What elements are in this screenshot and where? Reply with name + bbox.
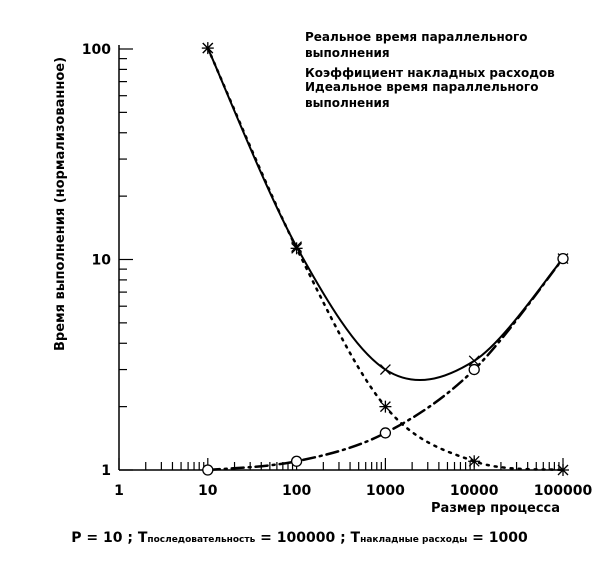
x-marker: [379, 364, 391, 376]
circle-marker: [468, 363, 480, 376]
legend-label: Коэффициент накладных расходов: [305, 66, 555, 80]
legend-label: Реальное время параллельного: [305, 30, 528, 44]
caption-seq-sub: последовательность: [147, 535, 256, 545]
asterisk-marker: [290, 242, 303, 255]
x-marker: [468, 355, 480, 367]
chart-caption: P = 10 ; Tпоследовательность = 100000 ; …: [0, 530, 599, 546]
y-tick-label: 100: [82, 42, 111, 58]
asterisk-marker: [201, 42, 214, 55]
caption-ovh-val: = 1000: [467, 530, 528, 546]
circle-marker: [290, 455, 303, 467]
x-tick-label: 1: [114, 483, 124, 499]
circle-marker: [557, 252, 569, 265]
axes: [118, 45, 563, 471]
x-tick-label: 1000: [366, 483, 405, 499]
legend-label: Идеальное время параллельного: [305, 80, 538, 94]
caption-seq-val: = 100000 ; T: [255, 530, 361, 546]
legend-circle-marker: [280, 92, 290, 102]
markers: [201, 42, 569, 476]
y-axis-title: Время выполнения (нормализованное): [53, 57, 68, 351]
y-tick-label: 10: [92, 253, 112, 269]
legend: Реальное время параллельного выполнения Ко…: [279, 30, 555, 110]
ticks: [118, 48, 564, 471]
x-tick-label: 10: [198, 483, 218, 499]
caption-p: P = 10 ; T: [71, 530, 148, 546]
circle-marker: [379, 427, 392, 439]
x-tick-label: 10000: [450, 483, 499, 499]
caption-ovh-sub: накладные расходы: [360, 535, 468, 545]
y-tick-label: 1: [101, 463, 111, 479]
asterisk-marker: [557, 464, 569, 476]
legend-x-marker: [280, 42, 290, 52]
tick-labels: 1 10 100 1000 10000 100000 1 10 100: [82, 42, 593, 499]
legend-label: выполнения: [305, 96, 390, 110]
circle-marker: [202, 464, 214, 476]
x-tick-label: 100: [282, 483, 311, 499]
legend-asterisk-marker: [279, 67, 291, 79]
legend-label: выполнения: [305, 46, 390, 60]
asterisk-marker: [468, 455, 481, 468]
overhead-curve: [206, 46, 565, 472]
x-axis-title: Размер процесса: [431, 501, 560, 516]
x-tick-label: 100000: [534, 483, 593, 499]
chart: 1 10 100 1000 10000 100000 1 10 100 Реальное вре…: [53, 30, 593, 516]
asterisk-marker: [379, 400, 392, 413]
